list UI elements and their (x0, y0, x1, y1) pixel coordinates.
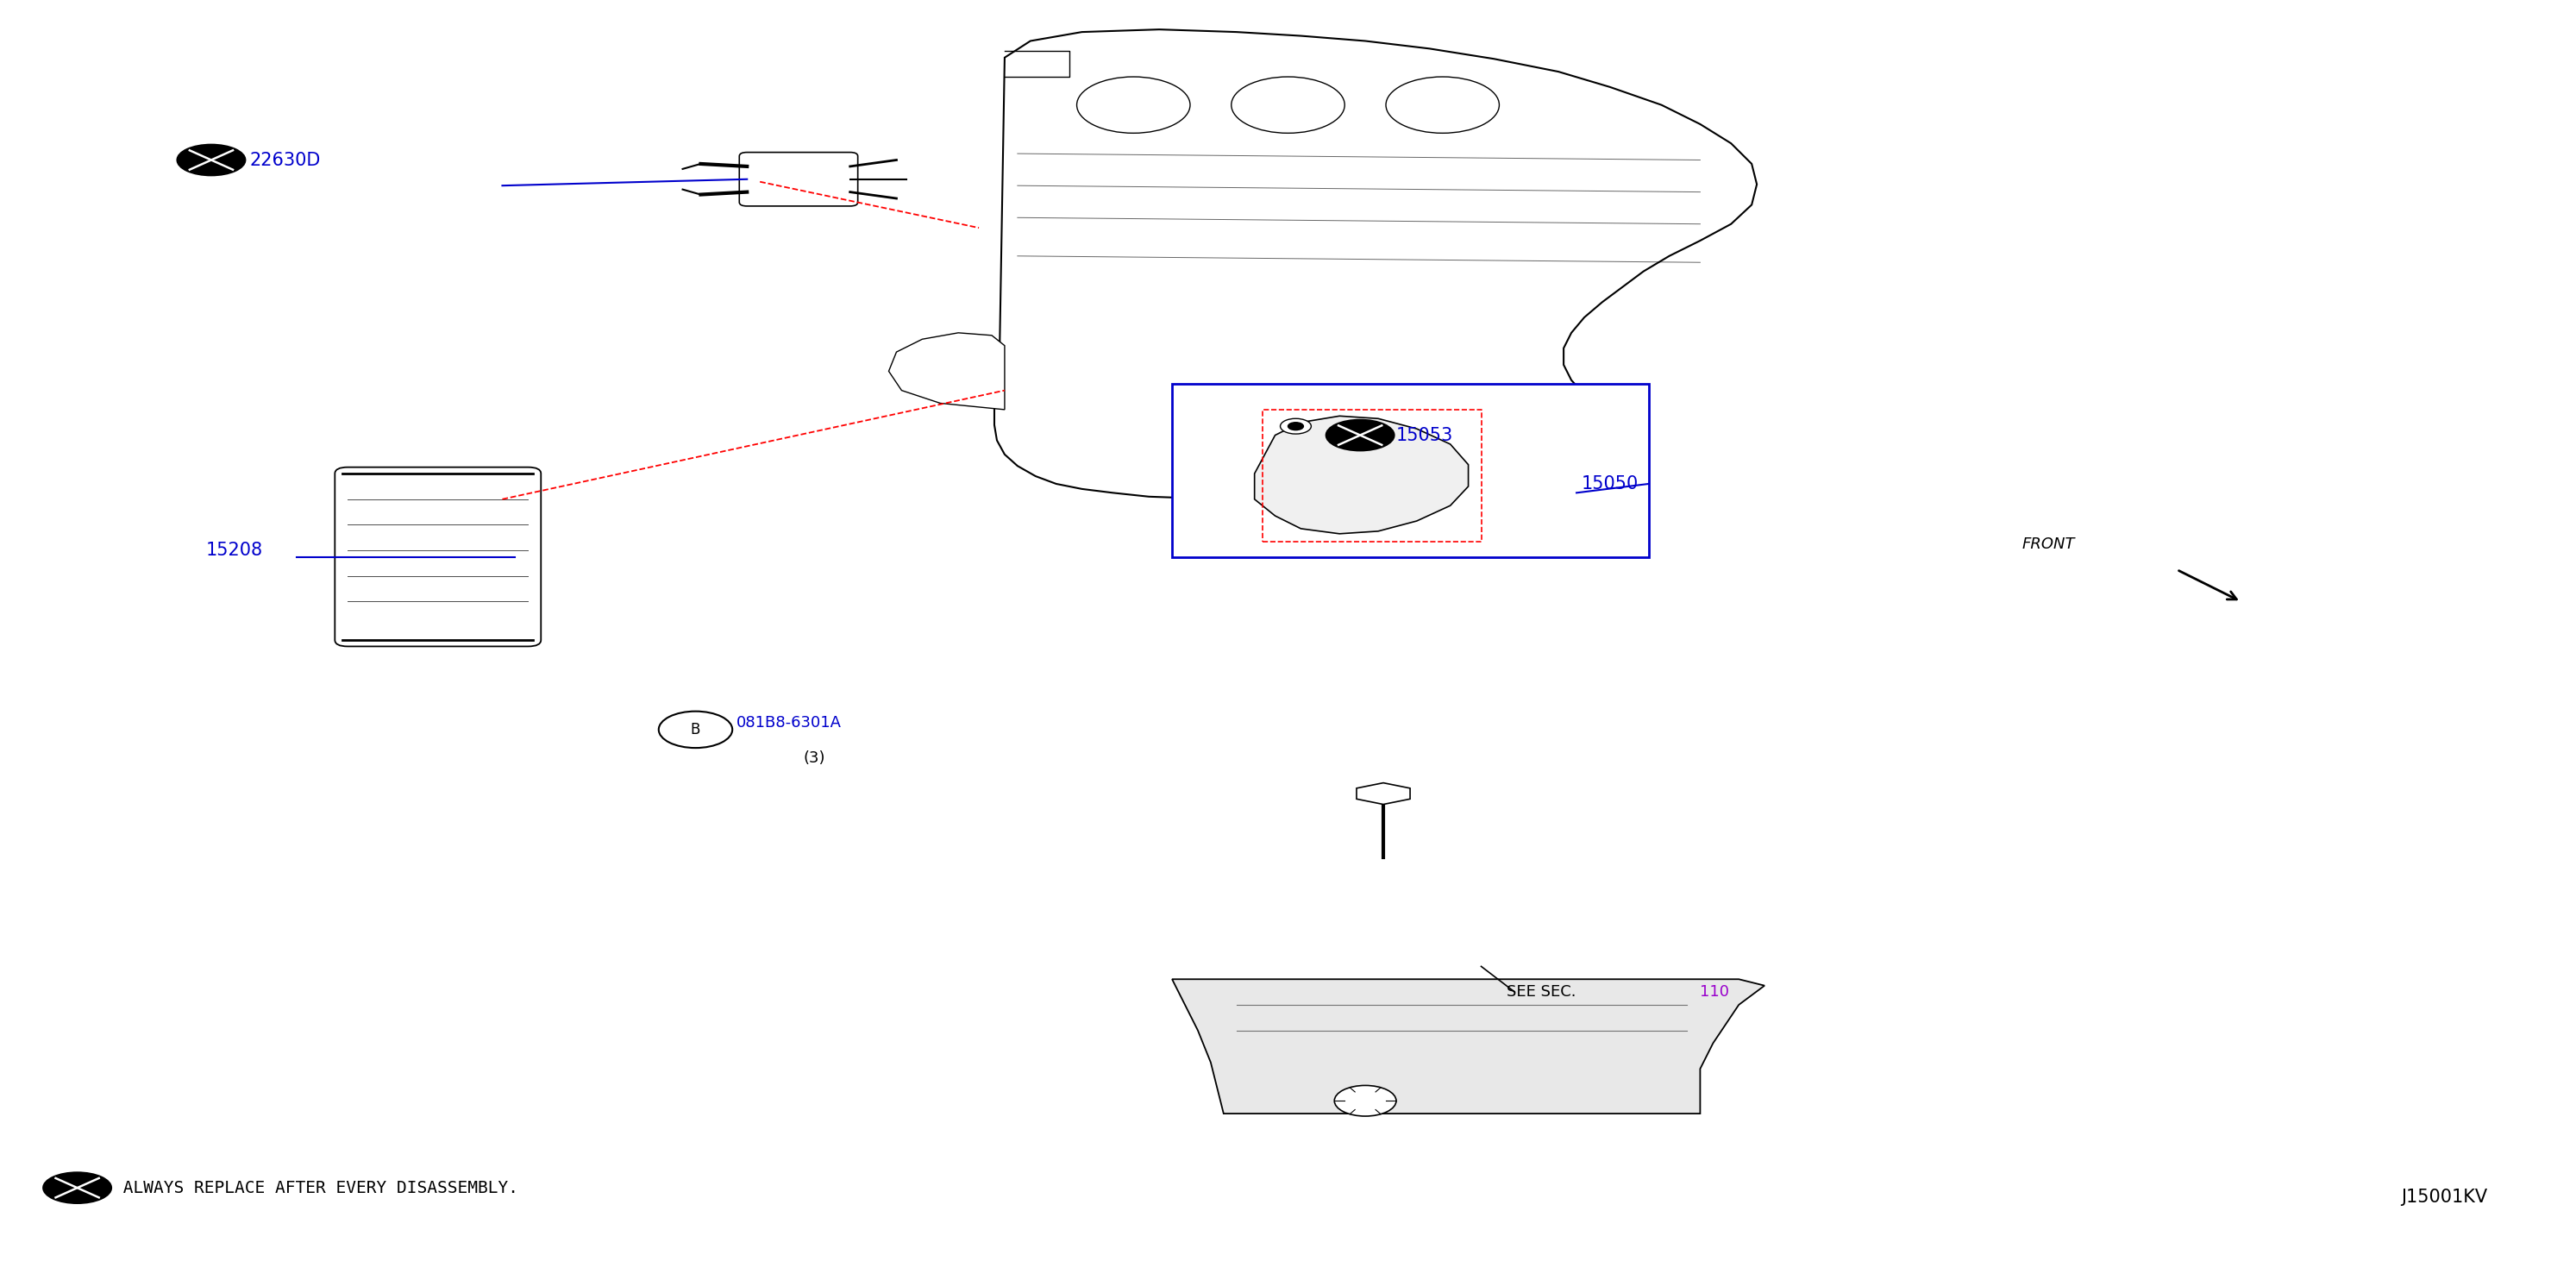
FancyBboxPatch shape (739, 152, 858, 206)
Circle shape (1334, 1085, 1396, 1116)
Circle shape (1231, 77, 1345, 133)
Text: J15001KV: J15001KV (2401, 1188, 2488, 1206)
Ellipse shape (1327, 420, 1394, 451)
Polygon shape (994, 29, 1757, 499)
Circle shape (659, 712, 732, 748)
Text: 22630D: 22630D (250, 151, 322, 169)
Polygon shape (1172, 979, 1765, 1114)
Text: 15208: 15208 (206, 541, 263, 559)
Text: 15050: 15050 (1582, 475, 1638, 493)
Text: (3): (3) (804, 750, 827, 765)
Circle shape (1288, 422, 1303, 430)
Text: ALWAYS REPLACE AFTER EVERY DISASSEMBLY.: ALWAYS REPLACE AFTER EVERY DISASSEMBLY. (113, 1180, 518, 1196)
Polygon shape (889, 333, 1005, 410)
Text: 110: 110 (1700, 984, 1728, 1000)
Text: FRONT: FRONT (2022, 536, 2076, 552)
Text: B: B (690, 722, 701, 737)
Ellipse shape (44, 1172, 111, 1203)
Circle shape (1280, 419, 1311, 434)
FancyBboxPatch shape (335, 467, 541, 646)
Text: 081B8-6301A: 081B8-6301A (737, 716, 842, 731)
Circle shape (1386, 77, 1499, 133)
Text: 15053: 15053 (1396, 426, 1453, 444)
Polygon shape (1255, 416, 1468, 534)
Bar (1172, 384, 1649, 557)
Circle shape (1077, 77, 1190, 133)
Polygon shape (1358, 783, 1409, 804)
Ellipse shape (178, 145, 245, 175)
Text: SEE SEC.: SEE SEC. (1507, 984, 1577, 1000)
